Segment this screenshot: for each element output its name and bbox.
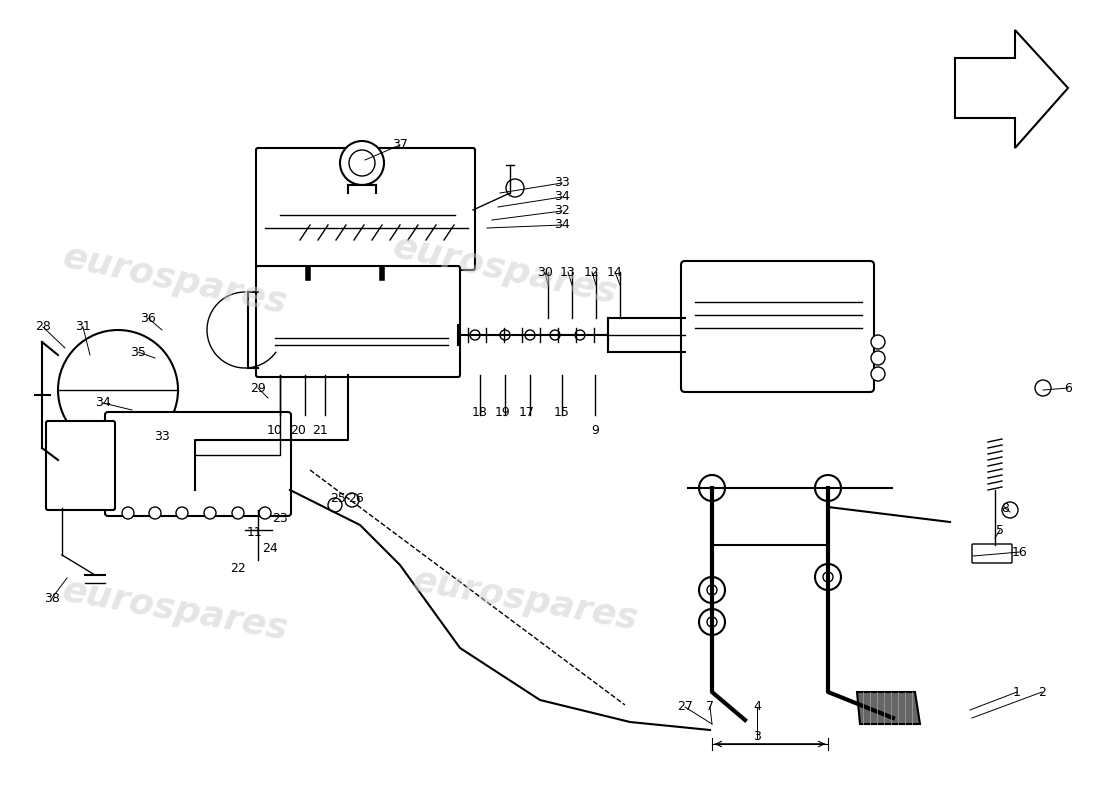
Circle shape — [1002, 502, 1018, 518]
Text: 5: 5 — [996, 523, 1004, 537]
Circle shape — [698, 475, 725, 501]
Text: 9: 9 — [591, 423, 598, 437]
Circle shape — [204, 507, 216, 519]
Text: 1: 1 — [1013, 686, 1021, 698]
FancyBboxPatch shape — [256, 266, 460, 377]
Text: 36: 36 — [140, 311, 156, 325]
Polygon shape — [857, 692, 920, 724]
Text: 27: 27 — [678, 701, 693, 714]
Text: 26: 26 — [348, 491, 364, 505]
Text: 22: 22 — [230, 562, 246, 574]
Text: 32: 32 — [554, 205, 570, 218]
Text: 18: 18 — [472, 406, 488, 419]
Circle shape — [506, 179, 524, 197]
Text: 34: 34 — [554, 218, 570, 231]
Circle shape — [871, 367, 886, 381]
Text: 11: 11 — [248, 526, 263, 539]
Text: 7: 7 — [706, 701, 714, 714]
Circle shape — [815, 564, 842, 590]
Circle shape — [823, 572, 833, 582]
Circle shape — [871, 335, 886, 349]
FancyBboxPatch shape — [256, 148, 475, 270]
Circle shape — [58, 330, 178, 450]
Text: 14: 14 — [607, 266, 623, 278]
Text: eurospares: eurospares — [60, 574, 292, 646]
Circle shape — [707, 617, 717, 627]
Circle shape — [176, 507, 188, 519]
Text: 10: 10 — [267, 423, 283, 437]
FancyBboxPatch shape — [46, 421, 116, 510]
Circle shape — [525, 330, 535, 340]
Circle shape — [122, 507, 134, 519]
Text: 37: 37 — [392, 138, 408, 151]
Text: 35: 35 — [130, 346, 146, 358]
Polygon shape — [955, 30, 1068, 148]
Text: 17: 17 — [519, 406, 535, 419]
Text: 24: 24 — [262, 542, 278, 554]
Text: 21: 21 — [312, 423, 328, 437]
FancyBboxPatch shape — [972, 544, 1012, 563]
Text: 34: 34 — [554, 190, 570, 203]
Circle shape — [232, 507, 244, 519]
Circle shape — [148, 507, 161, 519]
Circle shape — [871, 351, 886, 365]
Circle shape — [500, 330, 510, 340]
Text: 15: 15 — [554, 406, 570, 419]
Circle shape — [815, 475, 842, 501]
Circle shape — [328, 498, 342, 512]
Text: 38: 38 — [44, 591, 59, 605]
Text: 16: 16 — [1012, 546, 1027, 558]
Text: 20: 20 — [290, 423, 306, 437]
Circle shape — [345, 493, 359, 507]
Circle shape — [698, 609, 725, 635]
Text: 31: 31 — [75, 321, 91, 334]
Text: 6: 6 — [1064, 382, 1071, 394]
Text: eurospares: eurospares — [410, 563, 641, 637]
Text: 30: 30 — [537, 266, 553, 278]
Text: 2: 2 — [1038, 686, 1046, 698]
Circle shape — [550, 330, 560, 340]
Text: 29: 29 — [250, 382, 266, 394]
Text: eurospares: eurospares — [60, 240, 290, 320]
Text: 33: 33 — [154, 430, 169, 443]
Circle shape — [349, 150, 375, 176]
Circle shape — [575, 330, 585, 340]
Text: eurospares: eurospares — [390, 230, 620, 310]
Text: 8: 8 — [1001, 502, 1009, 514]
Text: 3: 3 — [754, 730, 761, 743]
FancyBboxPatch shape — [104, 412, 292, 516]
Text: 19: 19 — [495, 406, 510, 419]
Circle shape — [470, 330, 480, 340]
Circle shape — [707, 585, 717, 595]
FancyBboxPatch shape — [681, 261, 874, 392]
Text: 23: 23 — [272, 511, 288, 525]
Text: 25: 25 — [330, 491, 345, 505]
Circle shape — [698, 577, 725, 603]
Circle shape — [258, 507, 271, 519]
Text: 12: 12 — [584, 266, 600, 278]
Circle shape — [340, 141, 384, 185]
Text: 4: 4 — [754, 701, 761, 714]
Text: 13: 13 — [560, 266, 576, 278]
Text: 34: 34 — [95, 397, 111, 410]
Text: 28: 28 — [35, 321, 51, 334]
Text: 33: 33 — [554, 177, 570, 190]
Circle shape — [1035, 380, 1050, 396]
